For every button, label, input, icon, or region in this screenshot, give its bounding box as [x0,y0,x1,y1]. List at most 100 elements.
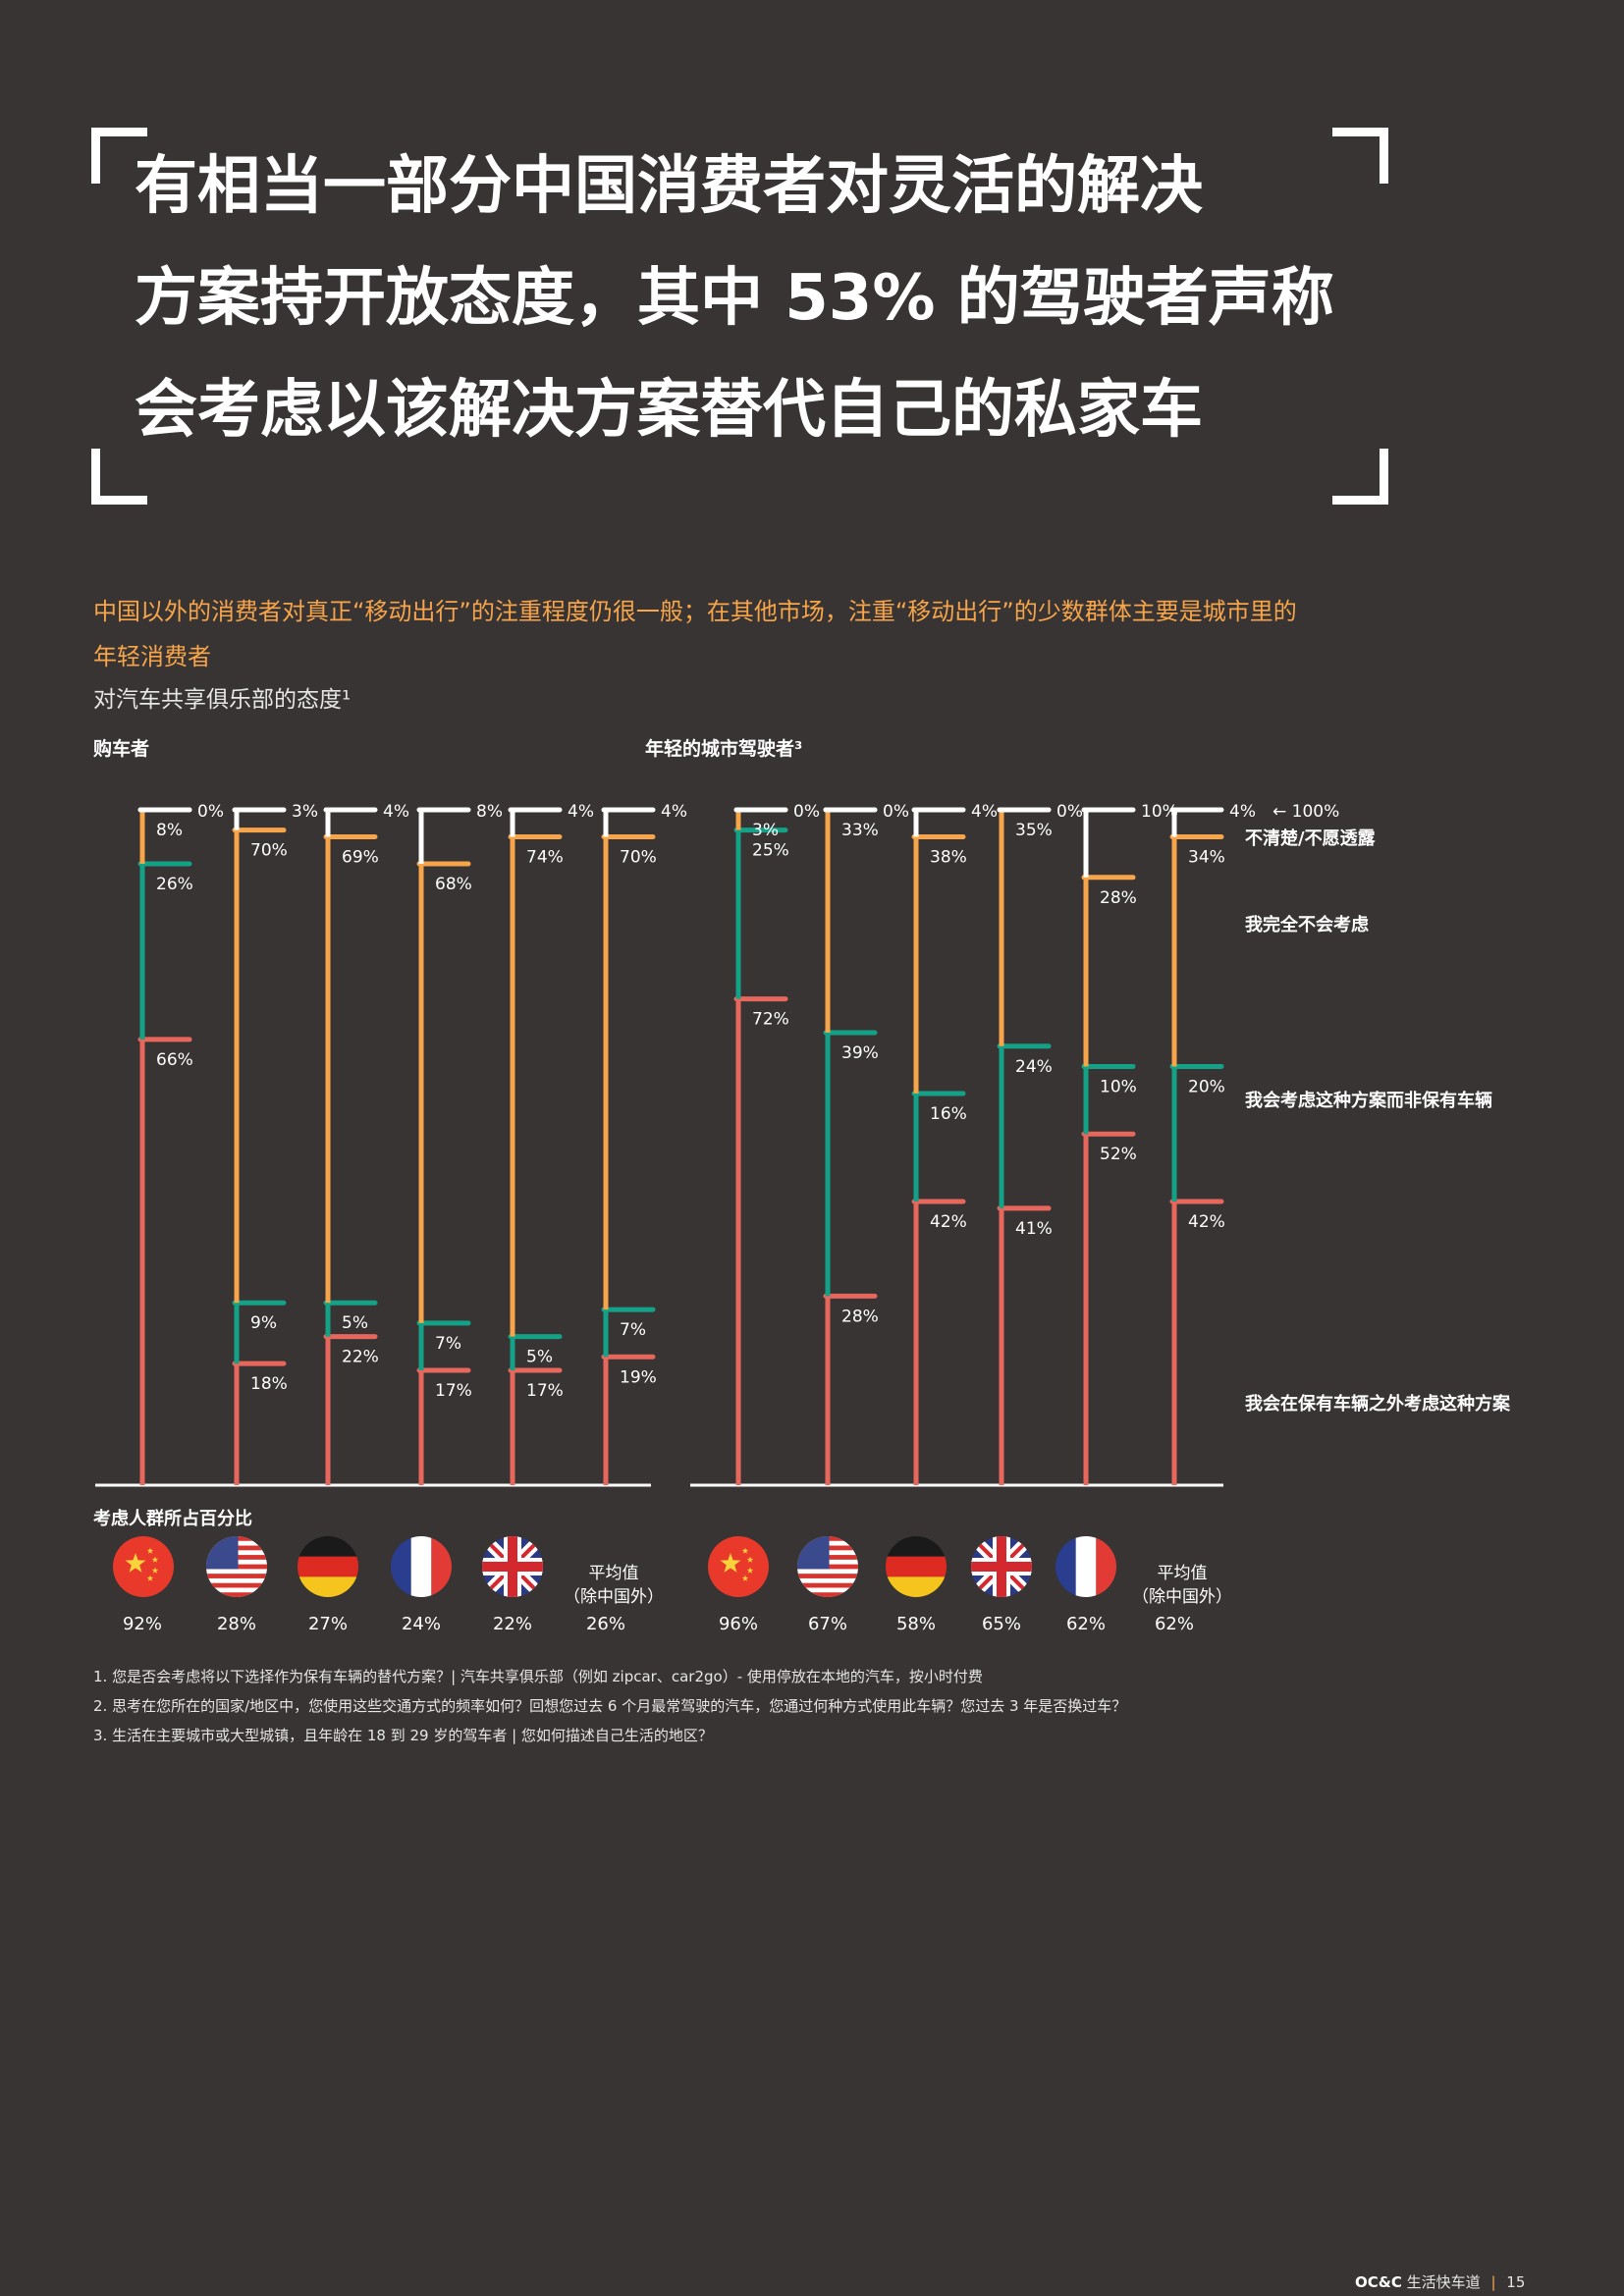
group-title-buyers: 购车者 [93,738,150,760]
label-not-sure-g2-4: 0% [1056,802,1083,822]
legend-label-addition: 我会在保有车辆之外考虑这种方案 [1245,1393,1511,1415]
label-not-sure-g2-2: 0% [883,802,909,822]
label-addition-g2-4: 41% [1015,1219,1053,1239]
page-footer: OC&C 生活快车道 | 15 [1355,2271,1525,2292]
label-not-consider-g2-5: 28% [1100,888,1137,908]
legend-label-replace: 我会考虑这种方案而非保有车辆 [1245,1090,1492,1111]
label-not-consider-g1-2: 70% [250,841,288,861]
label-not-consider-g1-3: 69% [342,848,379,868]
headline-line-3: 会考虑以该解决方案替代自己的私家车 [135,374,1203,447]
headline: 有相当一部分中国消费者对灵活的解决 方案持开放态度，其中 53% 的驾驶者声称 … [135,150,1334,491]
label-addition-g1-2: 18% [250,1374,288,1394]
footer-page-number: 15 [1506,2273,1526,2291]
flag-france-icon-g2 [1056,1536,1116,1597]
consider-total-g1-3: 27% [308,1614,348,1634]
consider-total-g2-6: 62% [1155,1614,1194,1634]
flag-uk-icon-g1 [482,1536,543,1597]
label-not-consider-g2-4: 35% [1015,821,1053,840]
average-label-g2-line2: （除中国外） [1132,1587,1232,1607]
label-replace-g1-2: 9% [250,1313,277,1333]
consider-total-g2-2: 67% [808,1614,847,1634]
label-replace-g2-2: 39% [841,1043,879,1063]
subtitle-line-1: 中国以外的消费者对真正“移动出行”的注重程度仍很一般；在其他市场，注重“移动出行… [93,598,1297,625]
subtitle: 中国以外的消费者对真正“移动出行”的注重程度仍很一般；在其他市场，注重“移动出行… [93,589,1468,679]
label-replace-g1-1: 26% [156,875,193,894]
consider-total-g1-6: 26% [586,1614,625,1634]
label-replace-g2-5: 10% [1100,1077,1137,1096]
headline-line-1: 有相当一部分中国消费者对灵活的解决 [135,150,1203,223]
label-replace-g1-6: 7% [620,1320,646,1340]
flag-germany-icon-g2 [886,1536,947,1597]
flag-usa-icon-g1 [206,1536,267,1597]
footnote-3: 3. 生活在主要城市或大型城镇，且年龄在 18 到 29 岁的驾车者 | 您如何… [93,1727,713,1744]
footer-brand: OC&C [1355,2273,1402,2291]
flag-china-icon-g2 [708,1536,769,1597]
label-not-sure-g2-5: 10% [1141,802,1178,822]
label-not-consider-g1-5: 74% [526,848,564,868]
footer-title: 生活快车道 [1406,2273,1481,2291]
bracket-top-right [1332,128,1388,184]
flags-caption: 考虑人群所占百分比 [93,1509,252,1529]
label-not-sure-g1-5: 4% [568,802,594,822]
attitude-chart: 66%26%8%0%92%18%9%70%3%28%22%5%69%4%27%1… [95,802,1511,1634]
consider-total-g2-5: 62% [1066,1614,1106,1634]
consider-total-g2-4: 65% [982,1614,1021,1634]
footer-separator: | [1490,2273,1496,2291]
consider-total-g1-4: 24% [402,1614,441,1634]
label-not-sure-g1-3: 4% [383,802,409,822]
label-not-sure-g2-3: 4% [971,802,998,822]
chart-title: 对汽车共享俱乐部的态度¹ [93,687,352,713]
label-not-sure-g1-4: 8% [476,802,503,822]
label-addition-g1-6: 19% [620,1367,657,1387]
flag-china-icon-g1 [113,1536,174,1597]
footnotes: 1. 您是否会考虑将以下选择作为保有车辆的替代方案？| 汽车共享俱乐部（例如 z… [93,1662,1126,1750]
average-label-g1-line2: （除中国外） [564,1587,664,1607]
footnote-2: 2. 思考在您所在的国家/地区中，您使用这些交通方式的频率如何？回想您过去 6 … [93,1697,1127,1715]
legend-label-not-consider: 我完全不会考虑 [1245,914,1369,935]
consider-total-g2-3: 58% [896,1614,936,1634]
label-not-consider-g1-1: 8% [156,821,183,840]
label-replace-g1-3: 5% [342,1313,368,1333]
label-not-consider-g1-6: 70% [620,848,657,868]
label-addition-g1-4: 17% [435,1381,472,1401]
top-100-label: ← 100% [1272,802,1339,822]
bracket-bottom-right [1332,449,1388,505]
flag-uk-icon-g2 [971,1536,1032,1597]
consider-total-g1-5: 22% [493,1614,532,1634]
label-replace-g2-4: 24% [1015,1057,1053,1077]
subtitle-line-2: 年轻消费者 [93,643,211,670]
label-addition-g1-3: 22% [342,1348,379,1367]
label-not-consider-g2-3: 38% [930,848,967,868]
headline-line-2: 方案持开放态度，其中 53% 的驾驶者声称 [135,262,1334,335]
label-addition-g1-5: 17% [526,1381,564,1401]
consider-total-g1-2: 28% [217,1614,256,1634]
label-not-consider-g1-4: 68% [435,875,472,894]
label-addition-g2-3: 42% [930,1212,967,1232]
average-label-g1-line1: 平均值 [589,1564,639,1583]
label-not-sure-g1-2: 3% [292,802,318,822]
footnote-1: 1. 您是否会考虑将以下选择作为保有车辆的替代方案？| 汽车共享俱乐部（例如 z… [93,1668,983,1685]
flag-france-icon-g1 [391,1536,452,1597]
label-not-sure-g2-6: 4% [1229,802,1256,822]
label-replace-g2-6: 20% [1188,1077,1225,1096]
label-replace-g2-1: 25% [752,841,789,861]
label-replace-g2-3: 16% [930,1104,967,1124]
label-addition-g1-1: 66% [156,1050,193,1070]
label-not-consider-g2-6: 34% [1188,848,1225,868]
label-not-sure-g2-1: 0% [793,802,820,822]
label-not-consider-g2-2: 33% [841,821,879,840]
consider-total-g2-1: 96% [719,1614,758,1634]
label-replace-g1-4: 7% [435,1334,461,1354]
flag-germany-icon-g1 [298,1536,358,1597]
bracket-bottom-left [91,449,147,505]
label-addition-g2-5: 52% [1100,1145,1137,1164]
label-not-consider-g2-1: 3% [752,821,779,840]
average-label-g2-line1: 平均值 [1158,1564,1208,1583]
label-not-sure-g1-6: 4% [661,802,687,822]
consider-total-g1-1: 92% [123,1614,162,1634]
label-not-sure-g1-1: 0% [197,802,224,822]
group-title-young-urban: 年轻的城市驾驶者³ [645,738,803,760]
label-replace-g1-5: 5% [526,1348,553,1367]
label-addition-g2-2: 28% [841,1307,879,1326]
legend-label-not-sure: 不清楚/不愿透露 [1245,828,1377,849]
